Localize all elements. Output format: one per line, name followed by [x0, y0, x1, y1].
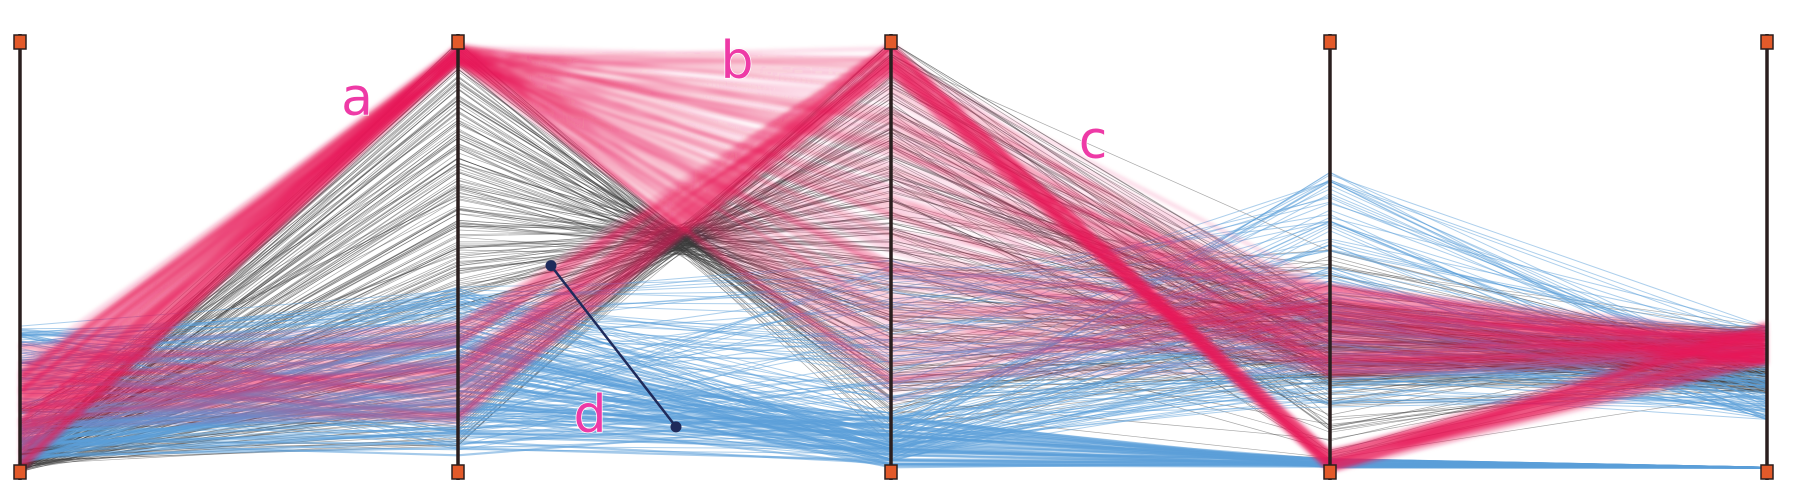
- axis-bottom-handle[interactable]: [451, 464, 465, 480]
- annotation-layer: a b c d: [340, 30, 1108, 446]
- annotation-label-c: c: [1079, 111, 1108, 171]
- axis-bottom-handle[interactable]: [884, 464, 898, 480]
- axis-bottom-handle[interactable]: [1323, 464, 1337, 480]
- angular-brush-line[interactable]: [550, 264, 677, 428]
- brush-handle[interactable]: [545, 260, 557, 272]
- axis-top-handle[interactable]: [1760, 34, 1774, 50]
- axis-bottom-handle[interactable]: [13, 464, 27, 480]
- axis-bottom-handle[interactable]: [1760, 464, 1774, 480]
- annotation-label-b: b: [720, 31, 753, 91]
- brush-handle[interactable]: [670, 421, 682, 433]
- axis-top-handle[interactable]: [13, 34, 27, 50]
- axis-top-handle[interactable]: [451, 34, 465, 50]
- annotation-label-d: d: [573, 385, 606, 445]
- axis-top-handle[interactable]: [884, 34, 898, 50]
- brush-layer[interactable]: [545, 260, 682, 433]
- axis-top-handle[interactable]: [1323, 34, 1337, 50]
- axes-layer: [13, 34, 1774, 480]
- annotation-label-a: a: [341, 68, 373, 128]
